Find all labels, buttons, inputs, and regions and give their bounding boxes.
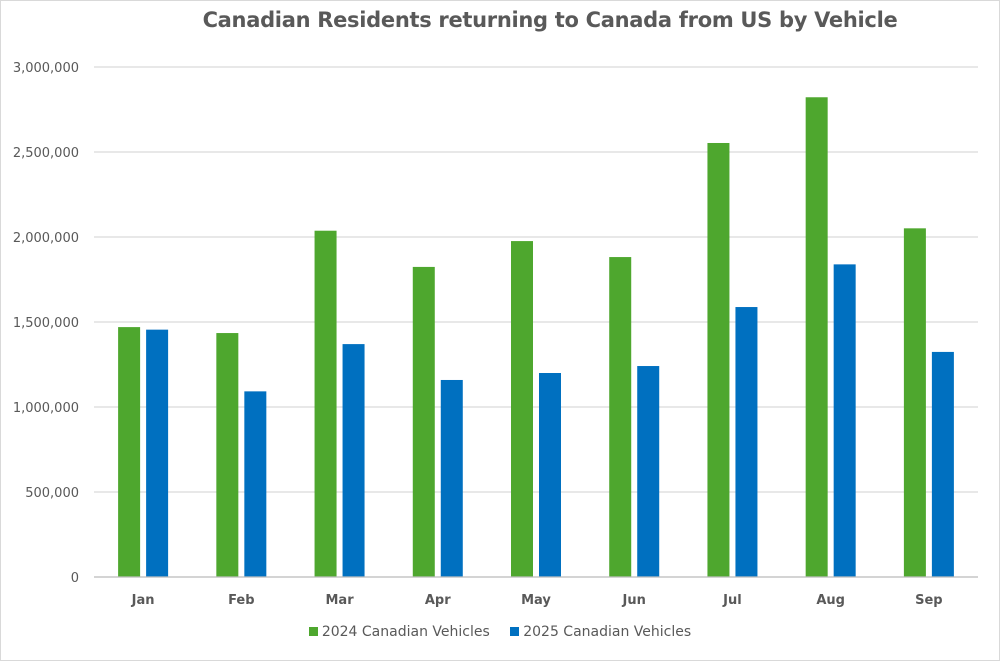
- bar-mar-2024: [314, 230, 337, 577]
- y-tick-label: 2,000,000: [13, 231, 79, 246]
- y-tick-label: 1,500,000: [13, 316, 79, 331]
- y-tick-label: 3,000,000: [13, 61, 79, 76]
- x-tick-label: Aug: [816, 593, 845, 608]
- x-tick-label: May: [521, 593, 551, 608]
- y-tick-label: 0: [71, 571, 79, 586]
- bar-sep-2024: [903, 228, 926, 577]
- legend-item-2024: 2024 Canadian Vehicles: [308, 624, 490, 640]
- bar-feb-2024: [216, 333, 239, 577]
- bar-may-2024: [511, 241, 533, 577]
- bar-apr-2025: [440, 379, 463, 577]
- legend-item-2025: 2025 Canadian Vehicles: [510, 624, 691, 640]
- bar-feb-2025: [244, 391, 267, 577]
- bar-jun-2025: [637, 366, 660, 577]
- legend: 2024 Canadian Vehicles 2025 Canadian Veh…: [0, 624, 1000, 640]
- bar-jul-2025: [735, 307, 758, 577]
- bar-sep-2025: [931, 351, 954, 577]
- legend-swatch-2024: [308, 627, 318, 636]
- bar-jul-2024: [707, 142, 730, 578]
- legend-label-2024: 2024 Canadian Vehicles: [321, 624, 490, 640]
- bar-mar-2025: [342, 344, 365, 577]
- y-tick-label: 500,000: [25, 486, 79, 501]
- x-tick-label: Jun: [622, 593, 646, 608]
- x-tick-label: Apr: [425, 593, 451, 608]
- y-tick-label: 1,000,000: [13, 401, 79, 416]
- bar-jan-2025: [146, 329, 169, 577]
- x-tick-label: Mar: [325, 593, 354, 608]
- x-tick-label: Jan: [131, 593, 155, 608]
- bar-aug-2024: [805, 97, 828, 577]
- bar-jun-2024: [609, 257, 632, 577]
- legend-swatch-2025: [510, 627, 520, 636]
- legend-label-2025: 2025 Canadian Vehicles: [523, 624, 692, 640]
- bar-may-2025: [539, 373, 561, 577]
- x-tick-label: Jul: [722, 593, 742, 608]
- chart-title: Canadian Residents returning to Canada f…: [202, 8, 898, 32]
- y-tick-label: 2,500,000: [13, 146, 79, 161]
- bar-jan-2024: [118, 327, 141, 577]
- bar-apr-2024: [412, 266, 435, 577]
- bar-aug-2025: [833, 264, 856, 577]
- x-tick-label: Sep: [915, 593, 943, 608]
- x-tick-label: Feb: [228, 593, 254, 608]
